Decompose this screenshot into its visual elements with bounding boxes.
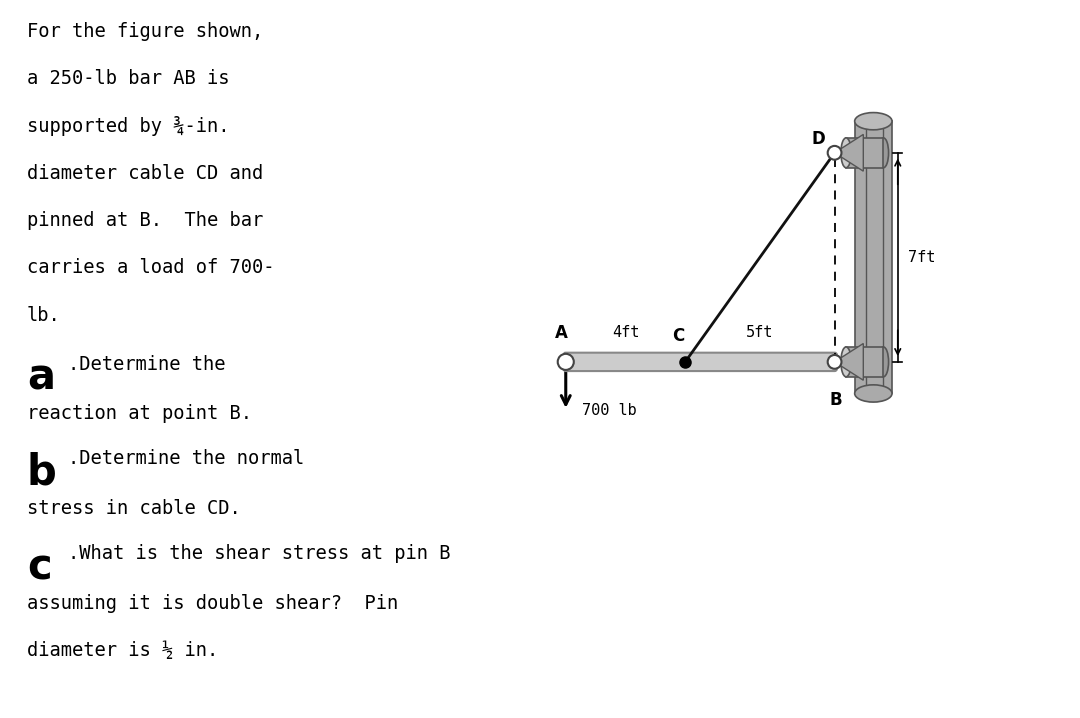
Text: diameter cable CD and: diameter cable CD and (27, 164, 264, 182)
Text: 700 lb: 700 lb (582, 404, 636, 418)
Ellipse shape (854, 113, 892, 130)
Bar (854, 121, 892, 393)
Text: D: D (812, 130, 825, 148)
Bar (846, 138, 883, 168)
Text: stress in cable CD.: stress in cable CD. (27, 499, 241, 518)
Text: a 250-lb bar AB is: a 250-lb bar AB is (27, 69, 229, 88)
Text: For the figure shown,: For the figure shown, (27, 22, 264, 40)
Text: lb.: lb. (27, 306, 60, 325)
Circle shape (827, 146, 841, 159)
Circle shape (827, 355, 841, 369)
Text: reaction at point B.: reaction at point B. (27, 404, 252, 423)
Ellipse shape (854, 385, 892, 402)
Text: C: C (672, 327, 685, 345)
Text: c: c (27, 546, 52, 588)
Ellipse shape (841, 138, 851, 168)
Text: B: B (829, 391, 842, 409)
Text: 4ft: 4ft (611, 325, 639, 340)
Ellipse shape (841, 347, 851, 377)
Polygon shape (866, 118, 883, 396)
Text: supported by ¾-in.: supported by ¾-in. (27, 116, 229, 136)
Ellipse shape (878, 138, 889, 168)
Text: a: a (27, 357, 55, 398)
Text: b: b (27, 452, 57, 493)
Polygon shape (835, 343, 863, 381)
Text: pinned at B.  The bar: pinned at B. The bar (27, 211, 264, 230)
Ellipse shape (878, 347, 889, 377)
Text: .Determine the normal: .Determine the normal (68, 449, 305, 468)
FancyBboxPatch shape (564, 353, 837, 371)
Circle shape (557, 354, 573, 370)
Text: assuming it is double shear?  Pin: assuming it is double shear? Pin (27, 594, 399, 612)
Text: carries a load of 700-: carries a load of 700- (27, 258, 274, 277)
Text: 5ft: 5ft (746, 325, 773, 340)
Bar (846, 347, 883, 377)
Polygon shape (835, 134, 863, 171)
Text: diameter is ½ in.: diameter is ½ in. (27, 641, 218, 660)
Text: A: A (555, 324, 568, 342)
Text: 7ft: 7ft (908, 250, 935, 265)
Text: .Determine the: .Determine the (68, 355, 226, 373)
Text: .What is the shear stress at pin B: .What is the shear stress at pin B (68, 544, 450, 563)
